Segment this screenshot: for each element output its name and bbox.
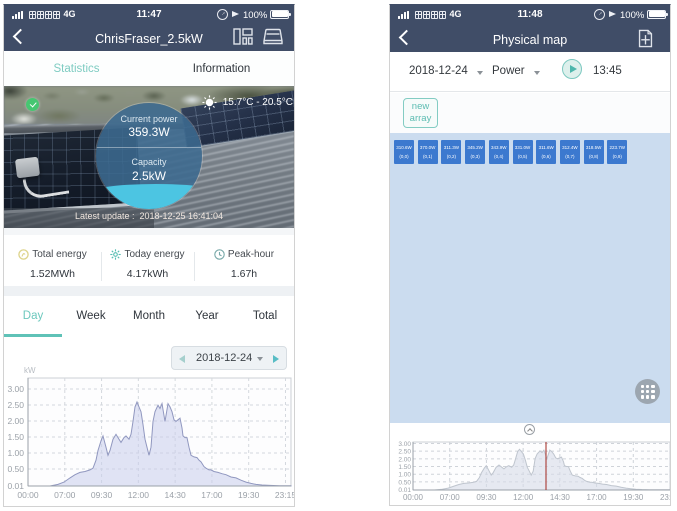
svg-text:3.00: 3.00	[398, 441, 411, 448]
svg-text:17:00: 17:00	[201, 490, 223, 500]
svg-text:14:30: 14:30	[550, 493, 571, 502]
svg-text:14:30: 14:30	[164, 490, 186, 500]
svg-text:0.01: 0.01	[7, 481, 24, 491]
svg-text:00:00: 00:00	[17, 490, 39, 500]
svg-text:19:30: 19:30	[238, 490, 260, 500]
svg-text:2.00: 2.00	[7, 416, 24, 426]
svg-text:2.50: 2.50	[398, 449, 411, 456]
svg-text:09:30: 09:30	[91, 490, 113, 500]
svg-text:1.00: 1.00	[7, 448, 24, 458]
svg-text:3.00: 3.00	[7, 384, 24, 394]
svg-text:0.50: 0.50	[398, 479, 411, 486]
svg-text:0.01: 0.01	[398, 487, 411, 494]
svg-text:00:00: 00:00	[403, 493, 424, 502]
svg-text:1.50: 1.50	[7, 432, 24, 442]
svg-text:1.50: 1.50	[398, 464, 411, 471]
svg-text:2.00: 2.00	[398, 456, 411, 463]
svg-text:07:00: 07:00	[440, 493, 461, 502]
svg-text:17:00: 17:00	[587, 493, 608, 502]
svg-text:12:00: 12:00	[128, 490, 150, 500]
svg-text:2.50: 2.50	[7, 400, 24, 410]
svg-text:12:00: 12:00	[513, 493, 534, 502]
svg-text:23:15: 23:15	[275, 490, 295, 500]
svg-text:07:00: 07:00	[54, 490, 76, 500]
svg-text:19:30: 19:30	[623, 493, 644, 502]
svg-text:09:30: 09:30	[476, 493, 497, 502]
svg-text:23:15: 23:15	[660, 493, 671, 502]
svg-text:0.50: 0.50	[7, 464, 24, 474]
svg-text:1.00: 1.00	[398, 472, 411, 479]
